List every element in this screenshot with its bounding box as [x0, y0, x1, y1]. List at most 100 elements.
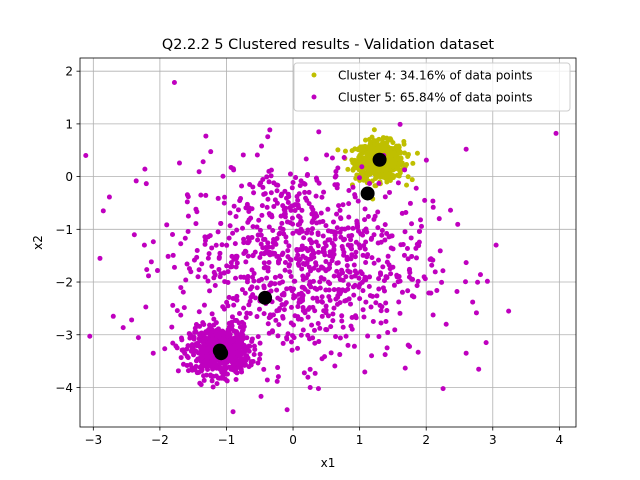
data-point — [305, 248, 311, 254]
data-point — [265, 265, 271, 271]
data-point — [202, 334, 208, 340]
data-point — [344, 254, 350, 260]
data-point — [405, 342, 411, 348]
data-point — [376, 180, 382, 186]
data-point — [285, 199, 291, 205]
data-point — [185, 368, 191, 374]
data-point — [316, 339, 322, 345]
data-point — [476, 366, 482, 372]
data-point — [213, 364, 219, 370]
data-point — [241, 356, 247, 362]
data-point — [284, 286, 290, 292]
x-tick-label: −2 — [151, 433, 169, 447]
data-point — [205, 367, 211, 373]
data-point — [259, 203, 265, 209]
data-point — [250, 274, 256, 280]
data-point — [386, 262, 392, 268]
data-point — [148, 259, 154, 265]
chart-title: Q2.2.2 5 Clustered results - Validation … — [162, 37, 495, 53]
data-point — [289, 215, 295, 221]
data-point — [316, 129, 322, 135]
data-point — [231, 167, 237, 173]
data-point — [277, 273, 283, 279]
data-point — [323, 223, 329, 229]
data-point — [143, 181, 149, 187]
data-point — [463, 260, 469, 266]
data-point — [268, 167, 274, 173]
data-point — [402, 150, 408, 156]
data-point — [120, 325, 126, 331]
data-point — [252, 295, 258, 301]
data-point — [385, 175, 391, 181]
data-point — [334, 268, 340, 274]
data-point — [307, 279, 313, 285]
data-point — [275, 182, 281, 188]
data-point — [259, 212, 265, 218]
data-point — [198, 368, 204, 374]
data-point — [334, 211, 340, 217]
data-point — [251, 343, 257, 349]
data-point — [434, 288, 440, 294]
data-point — [312, 308, 318, 314]
data-point — [299, 295, 305, 301]
data-point — [313, 193, 319, 199]
data-point — [179, 337, 185, 343]
data-point — [334, 225, 340, 231]
data-point — [176, 160, 182, 166]
data-point — [274, 188, 280, 194]
data-point — [363, 299, 369, 305]
data-point — [405, 288, 411, 294]
data-point — [324, 152, 330, 158]
data-point — [342, 148, 348, 154]
data-point — [345, 342, 351, 348]
centroids — [212, 152, 387, 361]
data-point — [289, 347, 295, 353]
data-point — [201, 377, 207, 383]
data-point — [382, 145, 388, 151]
data-point — [217, 375, 223, 381]
data-point — [146, 273, 152, 279]
data-point — [309, 322, 315, 328]
y-tick-label: 1 — [65, 117, 73, 131]
legend-box — [293, 62, 571, 112]
x-axis-label: x1 — [321, 456, 336, 470]
data-point — [305, 306, 311, 312]
x-tick-label: 2 — [422, 433, 430, 447]
data-point — [275, 374, 281, 380]
data-point — [165, 253, 171, 259]
data-point — [269, 244, 275, 250]
data-point — [192, 325, 198, 331]
data-point — [255, 360, 261, 366]
data-point — [352, 282, 358, 288]
data-point — [301, 235, 307, 241]
data-point — [309, 219, 315, 225]
data-point — [299, 266, 305, 272]
data-point — [245, 253, 251, 259]
data-point — [231, 362, 237, 368]
data-point — [206, 251, 212, 257]
data-point — [180, 347, 186, 353]
data-point — [379, 232, 385, 238]
data-point — [331, 251, 337, 257]
data-point — [199, 261, 205, 267]
legend-marker — [311, 72, 317, 78]
data-point — [439, 279, 445, 285]
data-point — [321, 189, 327, 195]
data-point — [366, 136, 372, 142]
data-point — [372, 146, 378, 152]
data-point — [272, 274, 278, 280]
data-point — [334, 182, 340, 188]
data-point — [397, 121, 403, 127]
data-point — [282, 267, 288, 273]
data-point — [171, 264, 177, 270]
data-point — [202, 241, 208, 247]
data-point — [250, 184, 256, 190]
data-point — [300, 327, 306, 333]
data-point — [282, 211, 288, 217]
data-point — [295, 197, 301, 203]
data-point — [83, 153, 89, 159]
data-point — [437, 248, 443, 254]
data-point — [243, 205, 249, 211]
data-point — [288, 207, 294, 213]
data-point — [193, 221, 199, 227]
